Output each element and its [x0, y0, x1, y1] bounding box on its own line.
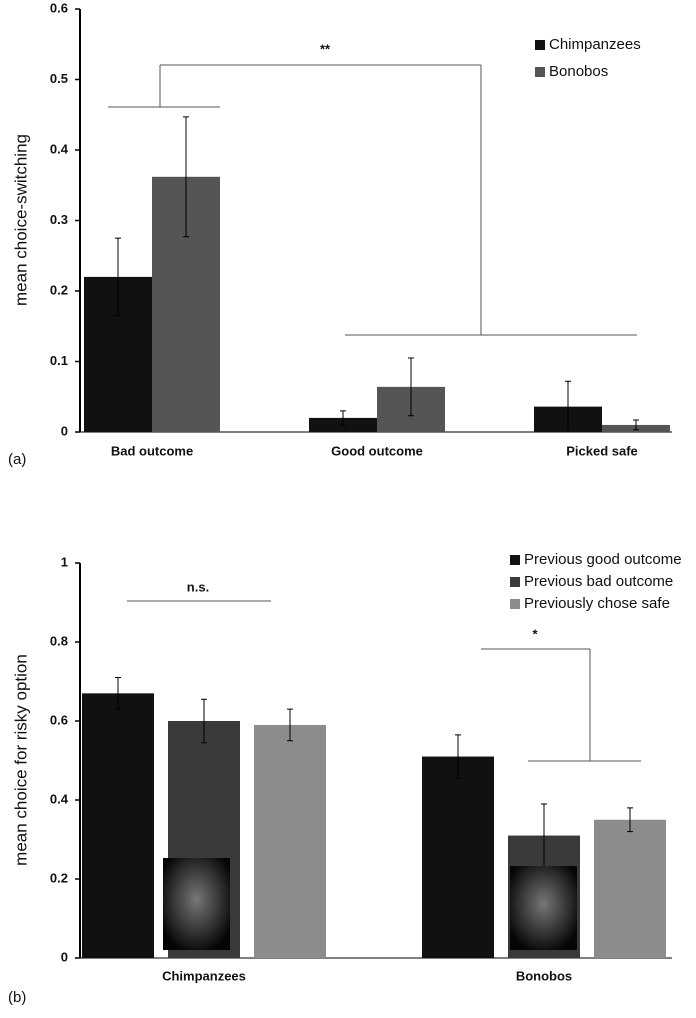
- annotation: n.s.: [187, 579, 209, 594]
- y-axis-label: mean choice-switching: [11, 134, 30, 306]
- y-tick-label: 0.2: [50, 282, 68, 297]
- bonobo-photo: [510, 866, 577, 950]
- error-bar: [633, 419, 639, 431]
- error-bar: [201, 698, 207, 744]
- y-tick-label: 0.5: [50, 71, 68, 86]
- legend-swatch: [510, 577, 520, 587]
- annotation: **: [320, 41, 331, 56]
- legend-swatch: [535, 67, 545, 77]
- legend-label: Previous good outcome: [524, 551, 682, 568]
- bar: [254, 724, 326, 958]
- panel-label: (b): [8, 989, 26, 1006]
- error-bar: [565, 380, 571, 433]
- legend-label: Chimpanzees: [549, 36, 641, 53]
- y-tick-label: 0.6: [50, 0, 68, 15]
- y-tick-label: 0.4: [50, 141, 69, 156]
- y-tick-label: 0.3: [50, 212, 68, 227]
- y-tick-label: 0.4: [50, 791, 69, 806]
- bar: [422, 756, 494, 958]
- legend-swatch: [510, 555, 520, 565]
- y-tick-label: 0.1: [50, 353, 68, 368]
- x-tick-label: Chimpanzees: [162, 968, 246, 983]
- error-bar: [455, 734, 461, 779]
- y-tick-label: 0.2: [50, 870, 68, 885]
- y-tick-label: 0: [61, 949, 68, 964]
- bar: [594, 819, 666, 958]
- y-tick-label: 0.6: [50, 712, 68, 727]
- error-bar: [408, 357, 414, 417]
- x-tick-label: Good outcome: [331, 443, 423, 458]
- y-tick-label: 1: [61, 554, 68, 569]
- y-tick-label: 0: [61, 423, 68, 438]
- legend-label: Bonobos: [549, 63, 608, 80]
- error-bar: [115, 237, 121, 317]
- legend-label: Previous bad outcome: [524, 573, 673, 590]
- legend-swatch: [510, 599, 520, 609]
- chimpanzee-photo: [163, 858, 230, 950]
- y-axis-label: mean choice for risky option: [11, 654, 30, 866]
- x-tick-label: Picked safe: [566, 443, 638, 458]
- bar: [82, 693, 154, 958]
- legend-swatch: [535, 40, 545, 50]
- y-tick-label: 0.8: [50, 633, 68, 648]
- panel-label: (a): [8, 451, 26, 468]
- legend-label: Previously chose safe: [524, 595, 670, 612]
- x-tick-label: Bad outcome: [111, 443, 193, 458]
- error-bar: [340, 410, 346, 426]
- error-bar: [627, 807, 633, 833]
- error-bar: [287, 708, 293, 742]
- error-bar: [115, 677, 121, 710]
- x-tick-label: Bonobos: [516, 968, 572, 983]
- annotation: *: [532, 626, 538, 641]
- error-bar: [183, 116, 189, 238]
